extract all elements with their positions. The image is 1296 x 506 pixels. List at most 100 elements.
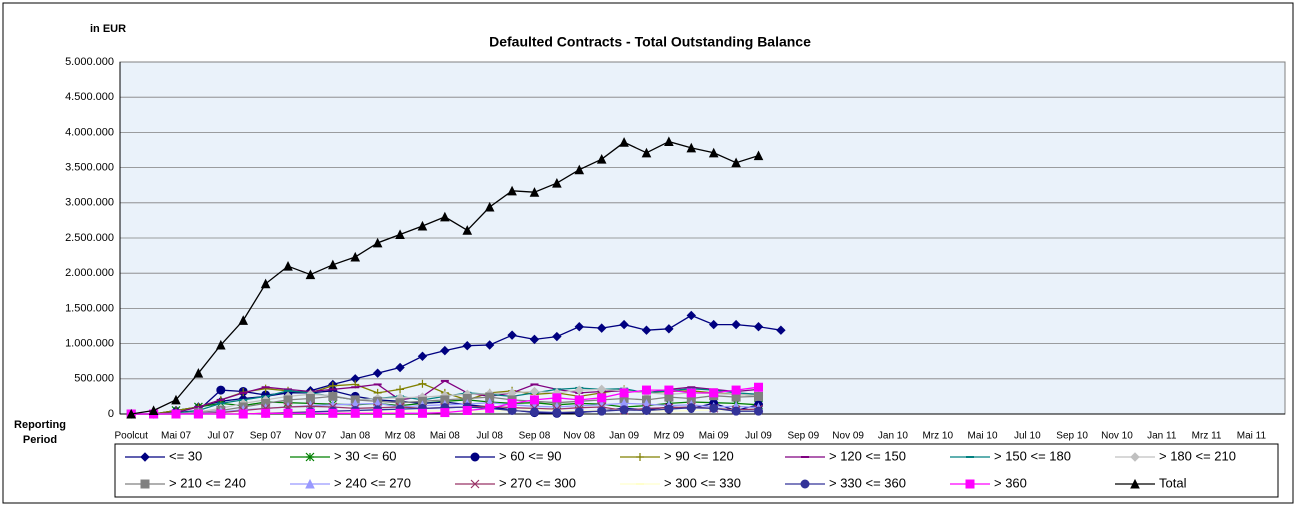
marker	[731, 319, 741, 330]
marker	[171, 394, 181, 405]
marker	[776, 325, 786, 335]
marker	[283, 261, 293, 271]
marker	[965, 479, 975, 489]
marker	[597, 406, 607, 416]
marker	[731, 157, 741, 168]
x-tick-label: Mai 08	[430, 431, 460, 442]
marker	[305, 452, 315, 462]
x-tick-label: Poolcut	[115, 431, 149, 442]
marker	[260, 278, 271, 289]
marker	[619, 405, 629, 415]
marker	[619, 319, 629, 330]
marker	[485, 403, 495, 413]
legend-label: > 90 <= 120	[664, 448, 734, 463]
y-tick-label: 1.500.000	[65, 302, 114, 314]
marker	[417, 351, 428, 361]
y-tick-label: 500.000	[74, 373, 114, 385]
marker	[261, 384, 270, 393]
marker	[731, 406, 741, 416]
y-tick-label: 2.500.000	[65, 232, 114, 244]
x-tick-label: Jan 10	[878, 431, 908, 442]
marker	[574, 164, 585, 175]
marker	[216, 385, 226, 395]
marker	[305, 269, 316, 280]
marker	[484, 201, 495, 212]
marker	[596, 154, 607, 164]
marker	[552, 393, 562, 403]
marker	[708, 319, 719, 330]
marker	[754, 406, 764, 416]
marker	[574, 407, 584, 417]
marker	[470, 452, 480, 462]
marker	[664, 324, 674, 334]
marker	[552, 408, 562, 418]
marker	[574, 395, 584, 405]
x-tick-label: Nov 07	[295, 431, 327, 442]
marker	[686, 403, 696, 413]
marker	[596, 323, 607, 333]
marker	[417, 220, 428, 231]
x-tick-label: Mai 10	[968, 431, 998, 442]
legend-label: > 60 <= 90	[499, 448, 562, 463]
x-tick-label: Sep 10	[1056, 431, 1088, 442]
marker	[636, 453, 644, 461]
marker	[619, 388, 629, 398]
marker	[216, 339, 226, 350]
legend-label: Total	[1159, 475, 1187, 490]
legend-label: > 300 <= 330	[664, 475, 741, 490]
y-tick-label: 0	[108, 408, 114, 420]
x-tick-label: Mrz 08	[385, 431, 416, 442]
marker	[140, 479, 150, 489]
marker	[641, 405, 651, 415]
x-tick-label: Mai 09	[699, 431, 729, 442]
marker	[529, 395, 539, 405]
marker	[686, 310, 697, 321]
legend-label: > 330 <= 360	[829, 475, 906, 490]
x-tick-label: Sep 07	[250, 431, 282, 442]
marker	[529, 407, 539, 417]
marker	[328, 391, 338, 401]
legend-label: > 180 <= 210	[1159, 448, 1236, 463]
marker	[305, 478, 315, 489]
marker	[664, 404, 674, 414]
legend-label: > 210 <= 240	[169, 475, 246, 490]
marker	[641, 385, 651, 395]
marker	[529, 334, 540, 345]
marker	[552, 331, 562, 342]
marker	[641, 325, 652, 335]
marker	[529, 187, 540, 197]
legend-label: > 240 <= 270	[334, 475, 411, 490]
x-tick-label: Mrz 09	[654, 431, 685, 442]
marker	[238, 315, 249, 325]
x-tick-label: Nov 09	[832, 431, 864, 442]
legend-label: > 360	[994, 475, 1027, 490]
marker	[350, 408, 360, 418]
marker	[261, 408, 271, 418]
marker	[753, 321, 764, 332]
legend-label: > 120 <= 150	[829, 448, 906, 463]
x-tick-label: Jul 09	[745, 431, 772, 442]
marker	[1130, 478, 1140, 489]
marker	[641, 147, 652, 158]
marker	[328, 408, 338, 418]
marker	[462, 405, 472, 415]
marker	[507, 330, 517, 340]
marker	[418, 379, 427, 388]
marker	[619, 137, 629, 147]
marker	[328, 259, 338, 270]
marker	[395, 229, 405, 239]
x-tick-label: Mrz 11	[1192, 431, 1222, 442]
x-tick-label: Jul 08	[476, 431, 503, 442]
marker	[372, 368, 383, 378]
marker	[283, 408, 293, 418]
marker	[664, 136, 674, 147]
x-tick-label: Nov 08	[563, 431, 595, 442]
x-tick-label: Nov 10	[1101, 431, 1133, 442]
x-tick-label: Mrz 10	[922, 431, 953, 442]
marker	[238, 409, 248, 419]
marker	[350, 251, 361, 262]
marker	[372, 237, 383, 248]
marker	[462, 341, 472, 351]
x-axis-label: Reporting Period	[14, 419, 66, 446]
